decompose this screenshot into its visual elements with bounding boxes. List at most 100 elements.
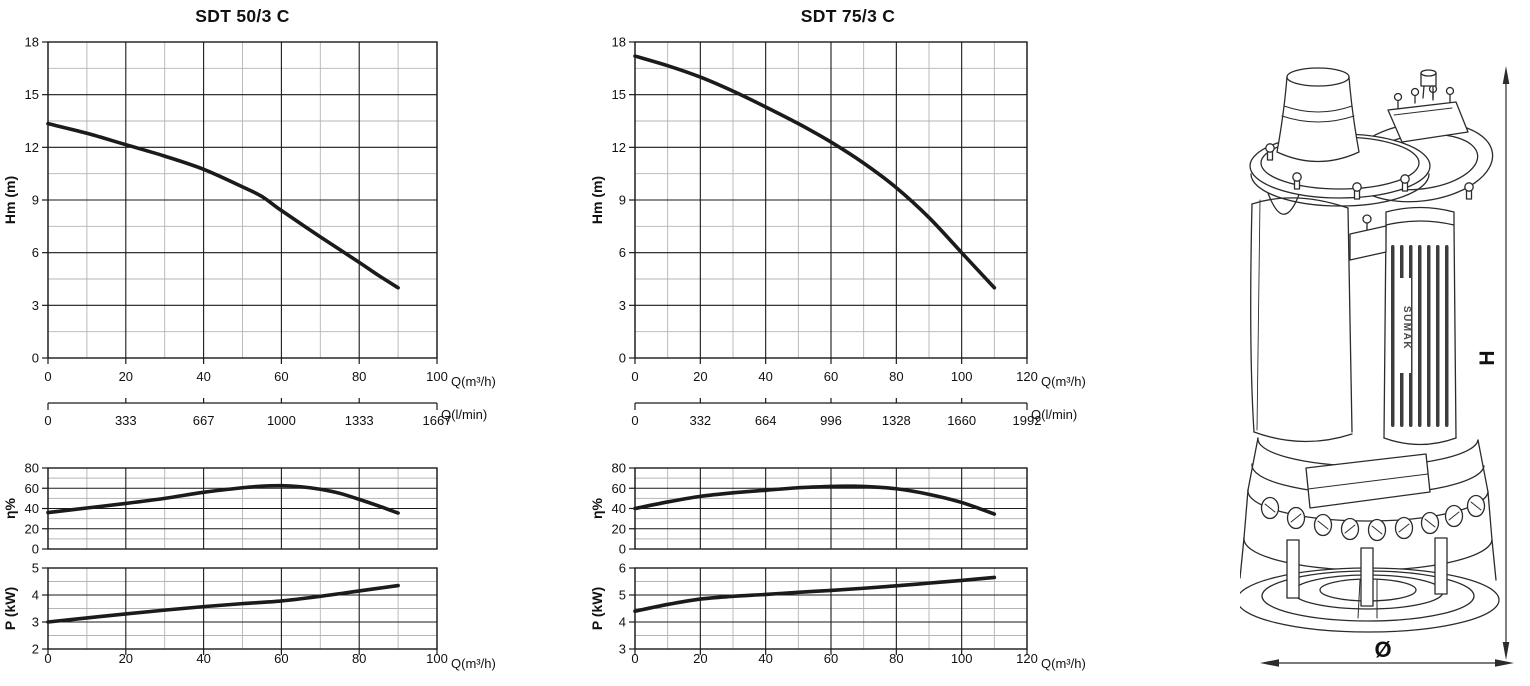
pump-technical-drawing: SUMAK [1240, 66, 1514, 667]
power-curve [46, 583, 400, 624]
y-tick-label: 5 [32, 561, 39, 576]
x-tick-label: 60 [274, 369, 288, 384]
x-tick-label: 80 [889, 369, 903, 384]
lmin-tick-label: 1000 [267, 413, 296, 428]
chart-title-sdt-75-3-c: SDT 75/3 C [800, 6, 896, 26]
x-tick-label: 60 [274, 651, 288, 666]
x-tick-label: 0 [631, 369, 638, 384]
y-tick-label: 3 [619, 642, 626, 657]
y-tick-label: 15 [25, 87, 39, 102]
y-tick-label: 6 [32, 245, 39, 260]
x-tick-label: 40 [758, 651, 772, 666]
y-tick-label: 6 [619, 245, 626, 260]
y-tick-label: 9 [619, 193, 626, 208]
y-tick-label: 0 [32, 542, 39, 557]
x-tick-label: 20 [119, 369, 133, 384]
power-curve [633, 575, 997, 613]
diameter-dimension-label: Ø [1374, 637, 1391, 662]
height-dimension-label: H [1476, 350, 1499, 365]
x-tick-label: 20 [119, 651, 133, 666]
height-arrow-down [1502, 642, 1510, 660]
x-tick-label: 0 [44, 651, 51, 666]
pump-motor-body [1250, 191, 1353, 443]
chart-1-efficiency-panel: 0 20 40 60 80 η% [589, 461, 1028, 557]
x-tick-label: 60 [824, 651, 838, 666]
y-tick-label: 18 [612, 35, 626, 50]
head-curve [633, 54, 997, 290]
diameter-arrow-left [1260, 659, 1279, 667]
diameter-arrow-right [1495, 659, 1514, 667]
y-tick-label: 80 [25, 461, 39, 476]
x-tick-label: 20 [693, 651, 707, 666]
lmin-tick-label: 0 [631, 413, 638, 428]
power-x-axis-unit: Q(m³/h) [451, 656, 496, 671]
pump-outlet-port [1276, 67, 1360, 163]
lmin-tick-label: 664 [755, 413, 777, 428]
pump-cooling-jacket: SUMAK [1383, 206, 1457, 446]
y-tick-label: 60 [612, 481, 626, 496]
lmin-tick-label: 1328 [882, 413, 911, 428]
chart-0-head-panel: 0 3 6 9 12 15 18 0 20 40 60 80 100 Q(m³/h) Hm (m) [2, 35, 496, 390]
y-tick-label: 20 [25, 521, 39, 536]
head-curve [46, 121, 400, 290]
y-tick-label: 3 [32, 615, 39, 630]
lmin-axis-unit: Q(l/min) [1031, 407, 1077, 422]
lmin-tick-label: 667 [193, 413, 215, 428]
diameter-dimension: Ø [1260, 637, 1514, 667]
lmin-tick-label: 332 [689, 413, 711, 428]
x-tick-label: 100 [426, 651, 448, 666]
lmin-tick-label: 1992 [1013, 413, 1042, 428]
y-tick-label: 6 [619, 561, 626, 576]
x-tick-label: 60 [824, 369, 838, 384]
lmin-tick-label: 1667 [423, 413, 452, 428]
chart-title-sdt-50-3-c: SDT 50/3 C [195, 6, 290, 26]
x-tick-label: 0 [631, 651, 638, 666]
lmin-tick-label: 0 [44, 413, 51, 428]
x-tick-label: 40 [196, 369, 210, 384]
lmin-tick-label: 996 [820, 413, 842, 428]
x-tick-label: 100 [951, 651, 973, 666]
lmin-tick-label: 333 [115, 413, 137, 428]
y-tick-label: 40 [612, 501, 626, 516]
x-tick-label: 120 [1016, 651, 1038, 666]
pump-volute [1247, 437, 1489, 522]
lmin-axis-unit: Q(l/min) [441, 407, 487, 422]
y-tick-label: 4 [32, 588, 39, 603]
y-tick-label: 12 [25, 140, 39, 155]
y-tick-label: 0 [619, 542, 626, 557]
lmin-tick-label: 1333 [345, 413, 374, 428]
x-tick-label: 100 [951, 369, 973, 384]
y-tick-label: 20 [612, 521, 626, 536]
y-tick-label: 18 [25, 35, 39, 50]
power-y-axis-label: P (kW) [589, 587, 605, 630]
x-tick-label: 100 [426, 369, 448, 384]
y-tick-label: 80 [612, 461, 626, 476]
x-tick-label: 80 [889, 651, 903, 666]
head-x-axis-unit: Q(m³/h) [1041, 374, 1086, 389]
y-tick-label: 0 [619, 351, 626, 366]
x-tick-label: 20 [693, 369, 707, 384]
x-tick-label: 40 [196, 651, 210, 666]
y-tick-label: 3 [619, 298, 626, 313]
y-tick-label: 2 [32, 642, 39, 657]
power-y-axis-label: P (kW) [2, 587, 18, 630]
y-tick-label: 9 [32, 193, 39, 208]
y-tick-label: 60 [25, 481, 39, 496]
head-y-axis-label: Hm (m) [2, 176, 18, 224]
x-tick-label: 80 [352, 369, 366, 384]
lmin-tick-label: 1660 [947, 413, 976, 428]
y-tick-label: 40 [25, 501, 39, 516]
y-tick-label: 4 [619, 615, 626, 630]
x-tick-label: 40 [758, 369, 772, 384]
y-tick-label: 15 [612, 87, 626, 102]
height-dimension: H [1476, 66, 1510, 660]
x-tick-label: 80 [352, 651, 366, 666]
head-y-axis-label: Hm (m) [589, 176, 605, 224]
y-tick-label: 12 [612, 140, 626, 155]
